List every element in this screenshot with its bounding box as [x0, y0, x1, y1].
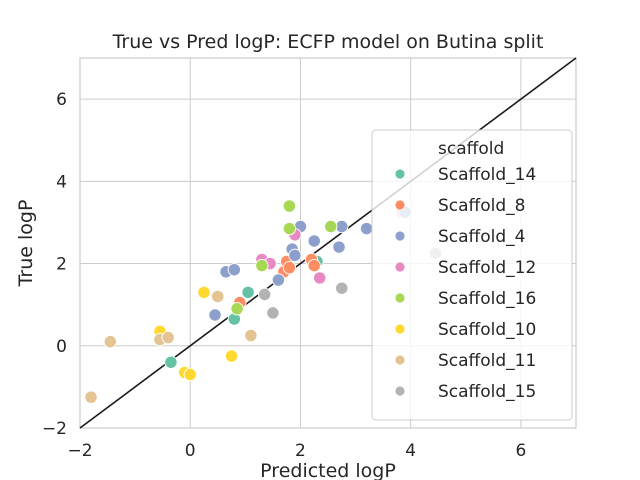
x-tick-label: 2 — [295, 441, 306, 461]
data-points — [84, 199, 443, 404]
x-tick-label: 6 — [515, 441, 526, 461]
y-tick-label: 2 — [56, 255, 67, 275]
data-point — [266, 306, 280, 320]
legend-marker — [394, 385, 406, 397]
legend-marker — [394, 292, 406, 304]
data-point — [288, 248, 302, 262]
data-point — [313, 271, 327, 285]
y-tick-label: 6 — [56, 90, 67, 110]
y-tick-label: 0 — [56, 337, 67, 357]
legend-entry-label: Scaffold_12 — [438, 258, 536, 278]
y-tick-labels: −2 0 2 4 6 — [42, 90, 67, 439]
data-point — [255, 258, 269, 273]
data-point — [197, 285, 211, 299]
data-point — [335, 281, 349, 295]
data-point — [164, 355, 178, 369]
x-tick-label: −2 — [67, 441, 92, 461]
legend-entry-label: Scaffold_11 — [438, 351, 536, 371]
data-point — [335, 219, 349, 234]
legend-marker — [394, 199, 406, 211]
legend-marker — [394, 261, 406, 273]
legend: scaffold Scaffold_14 Scaffold_8 Scaffold_4… — [371, 129, 573, 421]
data-point — [241, 285, 255, 299]
data-point — [257, 287, 272, 302]
legend-marker — [394, 354, 406, 366]
legend-entry-label: Scaffold_14 — [438, 165, 536, 185]
x-axis-label: Predicted logP — [260, 460, 396, 480]
legend-box — [371, 129, 573, 421]
data-point — [103, 335, 117, 349]
data-point — [282, 221, 297, 236]
data-point — [307, 234, 321, 248]
legend-entry-label: Scaffold_10 — [438, 320, 536, 340]
data-point — [244, 328, 258, 343]
data-point — [211, 289, 225, 304]
data-point — [84, 390, 98, 404]
data-point — [332, 240, 346, 254]
x-tick-label: 0 — [185, 441, 196, 461]
data-point — [183, 367, 197, 382]
y-tick-label: −2 — [42, 419, 67, 439]
data-point — [271, 273, 286, 287]
chart-title: True vs Pred logP: ECFP model on Butina … — [112, 31, 544, 53]
legend-entry-label: Scaffold_16 — [438, 289, 536, 309]
x-tick-labels: −2 0 2 4 6 — [67, 441, 526, 461]
data-point — [282, 261, 297, 275]
data-point — [307, 258, 321, 273]
data-point — [230, 302, 244, 316]
data-point — [227, 263, 241, 277]
y-tick-label: 4 — [56, 172, 67, 192]
legend-entry-label: Scaffold_8 — [438, 196, 526, 216]
data-point — [282, 199, 297, 213]
identity-line — [79, 57, 577, 429]
data-point — [161, 330, 175, 345]
data-point — [224, 349, 239, 363]
legend-marker — [394, 230, 406, 242]
x-tick-label: 4 — [405, 441, 416, 461]
data-point — [208, 308, 222, 322]
legend-entry-label: Scaffold_4 — [438, 227, 526, 247]
y-axis-label: True logP — [15, 200, 37, 288]
legend-title: scaffold — [438, 139, 504, 159]
legend-marker — [394, 168, 406, 180]
data-point — [359, 221, 374, 236]
legend-marker — [394, 323, 406, 335]
legend-entry-label: Scaffold_15 — [438, 382, 536, 402]
data-point — [324, 219, 338, 234]
